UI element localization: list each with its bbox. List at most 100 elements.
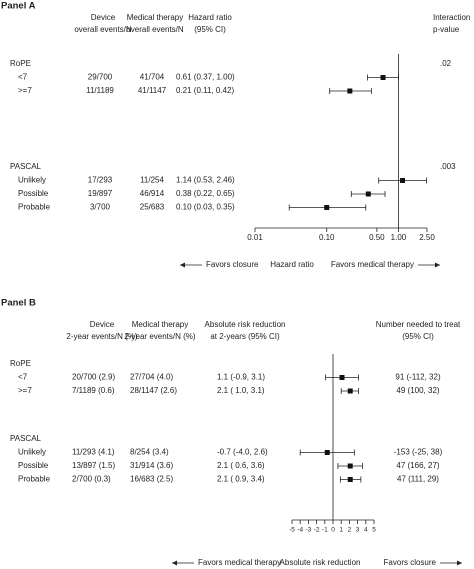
medical-events: 27/704 (4.0) [130,373,173,382]
point-estimate [365,191,371,197]
footer-left: Favors closure [206,260,259,269]
group-label: RoPE [10,59,31,68]
device-events: 20/700 (2.9) [72,373,115,382]
row-label: Possible [18,189,49,198]
estimate-label: 2.1 ( 0.6, 3.6) [217,461,265,470]
column-header: 2-year events/N (%) [124,332,195,341]
column-header: Medical therapy [132,320,188,329]
footer-right: Favors closure [384,558,437,567]
footer-left: Favors medical therapy [198,558,281,567]
device-events: 11/293 (4.1) [72,448,115,457]
column-header: Medical therapy [127,13,183,22]
medical-events: 41/704 [140,73,165,82]
medical-events: 41/1147 [138,86,167,95]
nnt-label: 49 (100, 32) [396,386,439,395]
point-estimate [339,375,345,380]
arrow-head [457,560,462,566]
x-tick-label: 1.00 [391,233,407,242]
x-tick-label: 0.50 [369,233,385,242]
panel-title: Panel A [1,1,36,12]
x-tick-label: -4 [297,527,303,534]
estimate-label: 1.1 (-0.9, 3.1) [217,373,265,382]
row-label: Unlikely [18,448,46,457]
column-header: 2-year events/N (%) [66,332,137,341]
device-events: 29/700 [88,73,113,82]
device-events: 19/897 [88,189,113,198]
group-label: PASCAL [10,434,42,443]
point-estimate [400,178,406,183]
x-tick-label: 2.50 [419,233,435,242]
point-estimate [324,450,330,455]
x-tick-label: 4 [364,527,368,534]
column-header: overall events/N [126,25,184,34]
panel-title: Panel B [1,298,36,309]
column-header: at 2-years (95% CI) [210,332,280,341]
estimate-label: 2.1 ( 1.0, 3.1) [217,386,265,395]
point-estimate [380,75,386,80]
nnt-label: 47 (111, 29) [397,475,439,484]
point-estimate [324,205,330,210]
row-label: <7 [18,373,28,382]
row-label: Unlikely [18,176,46,185]
point-estimate [347,88,353,94]
x-tick-label: 0 [331,527,335,534]
row-label: Possible [18,461,49,470]
column-header: Number needed to treat [376,320,461,329]
estimate-label: 0.10 (0.03, 0.35) [176,203,235,212]
device-events: 13/897 (1.5) [72,461,115,470]
point-estimate [347,388,353,394]
p-value: .003 [440,162,456,171]
medical-events: 8/254 (3.4) [130,448,169,457]
point-estimate [347,463,353,469]
medical-events: 16/683 (2.5) [130,475,173,484]
x-tick-label: 3 [356,527,360,534]
x-tick-label: -3 [306,527,312,534]
x-tick-label: 0.10 [319,233,335,242]
medical-events: 31/914 (3.6) [130,461,173,470]
x-tick-label: -1 [322,527,328,534]
device-events: 17/293 [88,176,113,185]
device-events: 2/700 (0.3) [72,475,111,484]
device-events: 11/1189 [86,86,114,95]
medical-events: 11/254 [140,176,164,185]
p-value: .02 [440,59,452,68]
footer-center: Absolute risk reduction [280,558,361,567]
medical-events: 25/683 [140,203,165,212]
x-tick-label: 2 [348,527,352,534]
medical-events: 28/1147 (2.6) [130,386,177,395]
estimate-label: 0.38 (0.22, 0.65) [176,189,235,198]
column-header: Absolute risk reduction [205,320,286,329]
x-tick-label: 1 [339,527,343,534]
estimate-label: 2.1 ( 0.9, 3.4) [217,475,265,484]
column-header: overall events/N [74,25,132,34]
device-events: 7/1189 (0.6) [72,386,115,395]
row-label: >=7 [18,86,32,95]
footer-center: Hazard ratio [270,260,314,269]
x-tick-label: 0.01 [247,233,263,242]
row-label: >=7 [18,386,32,395]
x-tick-label: -2 [314,527,320,534]
nnt-label: 47 (166, 27) [396,461,439,470]
x-tick-label: -5 [289,527,295,534]
row-label: <7 [18,73,28,82]
group-label: PASCAL [10,162,42,171]
device-events: 3/700 [90,203,111,212]
arrow-head [180,262,185,268]
medical-events: 46/914 [140,189,165,198]
row-label: Probable [18,203,51,212]
nnt-label: -153 (-25, 38) [394,448,443,457]
estimate-label: 0.21 (0.11, 0.42) [176,86,234,95]
column-header: Interaction [433,13,470,22]
x-tick-label: 5 [372,527,376,534]
arrow-head [172,560,177,566]
column-header: (95% CI) [402,332,434,341]
estimate-label: 0.61 (0.37, 1.00) [176,73,235,82]
column-header: Hazard ratio [188,13,232,22]
estimate-label: -0.7 (-4.0, 2.6) [217,448,268,457]
arrow-head [435,262,440,268]
group-label: RoPE [10,359,31,368]
column-header: Device [91,13,116,22]
row-label: Probable [18,475,51,484]
point-estimate [347,477,353,482]
